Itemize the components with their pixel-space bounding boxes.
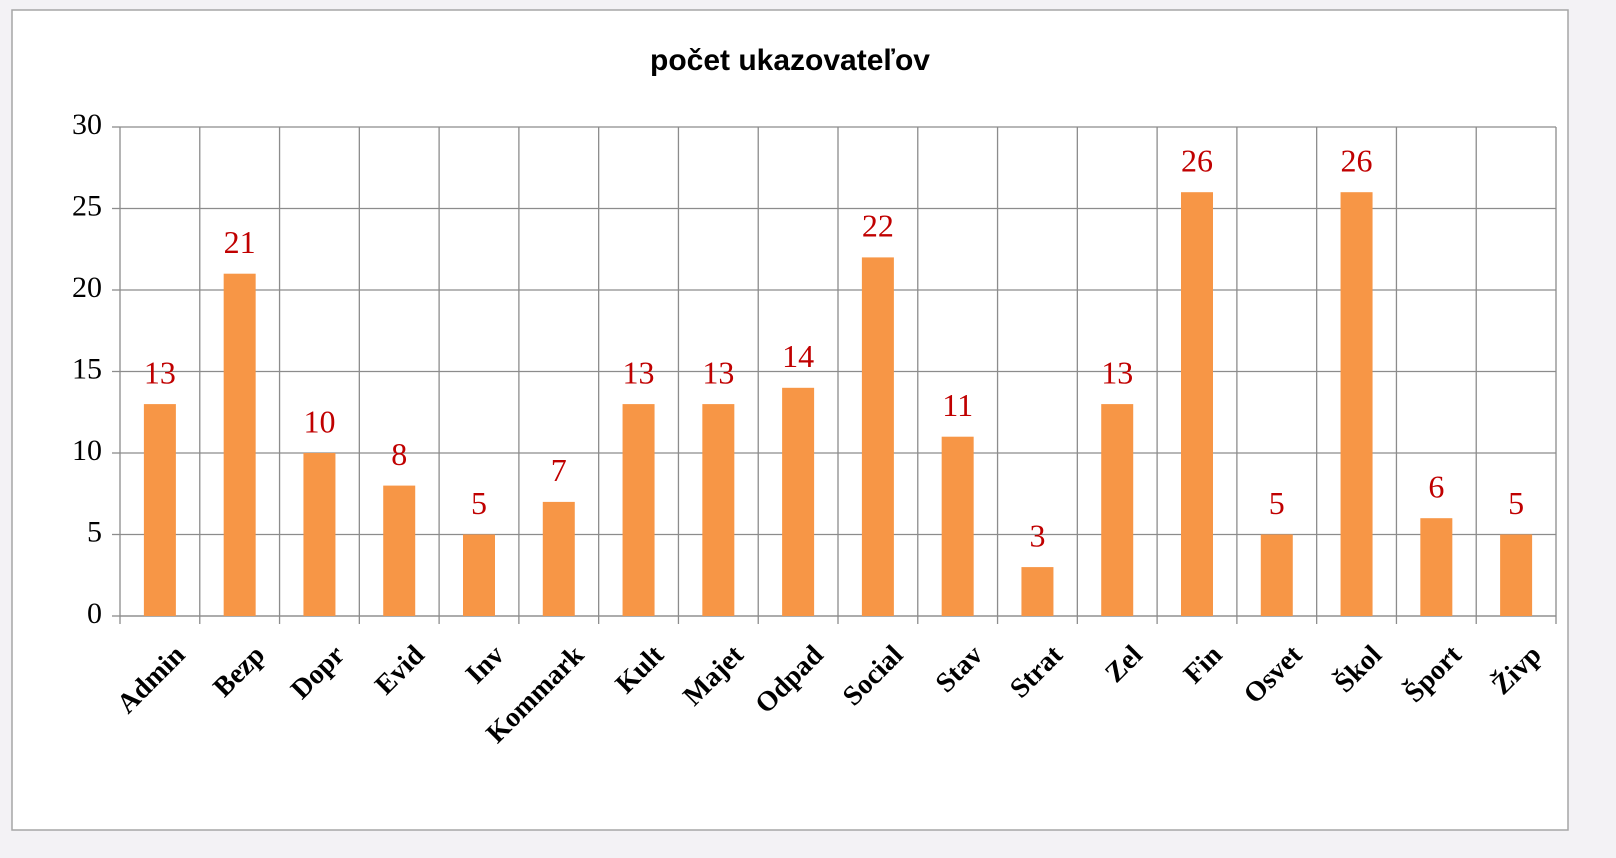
bar: [1420, 518, 1453, 616]
data-label: 26: [1341, 143, 1373, 179]
chart-title: počet ukazovateľov: [650, 44, 930, 77]
bar: [463, 534, 495, 616]
y-tick-label: 20: [72, 271, 102, 304]
bar: [143, 404, 176, 616]
y-tick-label: 15: [72, 352, 102, 385]
bar: [941, 436, 974, 616]
data-label: 10: [303, 403, 335, 439]
data-label: 26: [1181, 143, 1213, 179]
bar: [1181, 192, 1213, 616]
data-label: 5: [1269, 485, 1285, 521]
data-label: 5: [1508, 485, 1524, 521]
y-tick-label: 25: [72, 189, 102, 222]
bar: [861, 257, 894, 616]
bar: [622, 404, 655, 616]
data-label: 13: [1101, 354, 1133, 390]
bar: [1340, 192, 1373, 616]
data-label: 22: [862, 208, 894, 244]
bar: [303, 453, 336, 616]
bar: [383, 485, 416, 616]
data-label: 7: [551, 452, 567, 488]
data-label: 6: [1428, 469, 1444, 505]
y-tick-label: 30: [72, 108, 102, 141]
bar: [542, 501, 575, 616]
data-label: 5: [471, 485, 487, 521]
y-tick-label: 5: [87, 515, 102, 548]
data-label: 3: [1029, 517, 1045, 553]
data-label: 8: [391, 436, 407, 472]
bar: [1101, 404, 1134, 616]
data-label: 13: [623, 354, 655, 390]
bar: [1260, 534, 1293, 616]
data-label: 14: [782, 338, 814, 374]
bar: [702, 404, 735, 616]
bar: [1500, 534, 1533, 616]
y-tick-label: 10: [72, 434, 102, 467]
data-label: 21: [224, 224, 256, 260]
bar: [782, 387, 815, 616]
data-label: 13: [702, 354, 734, 390]
data-label: 11: [942, 387, 973, 423]
y-tick-label: 0: [87, 597, 102, 630]
bar: [1021, 567, 1054, 616]
data-label: 13: [144, 354, 176, 390]
bar: [223, 273, 256, 616]
